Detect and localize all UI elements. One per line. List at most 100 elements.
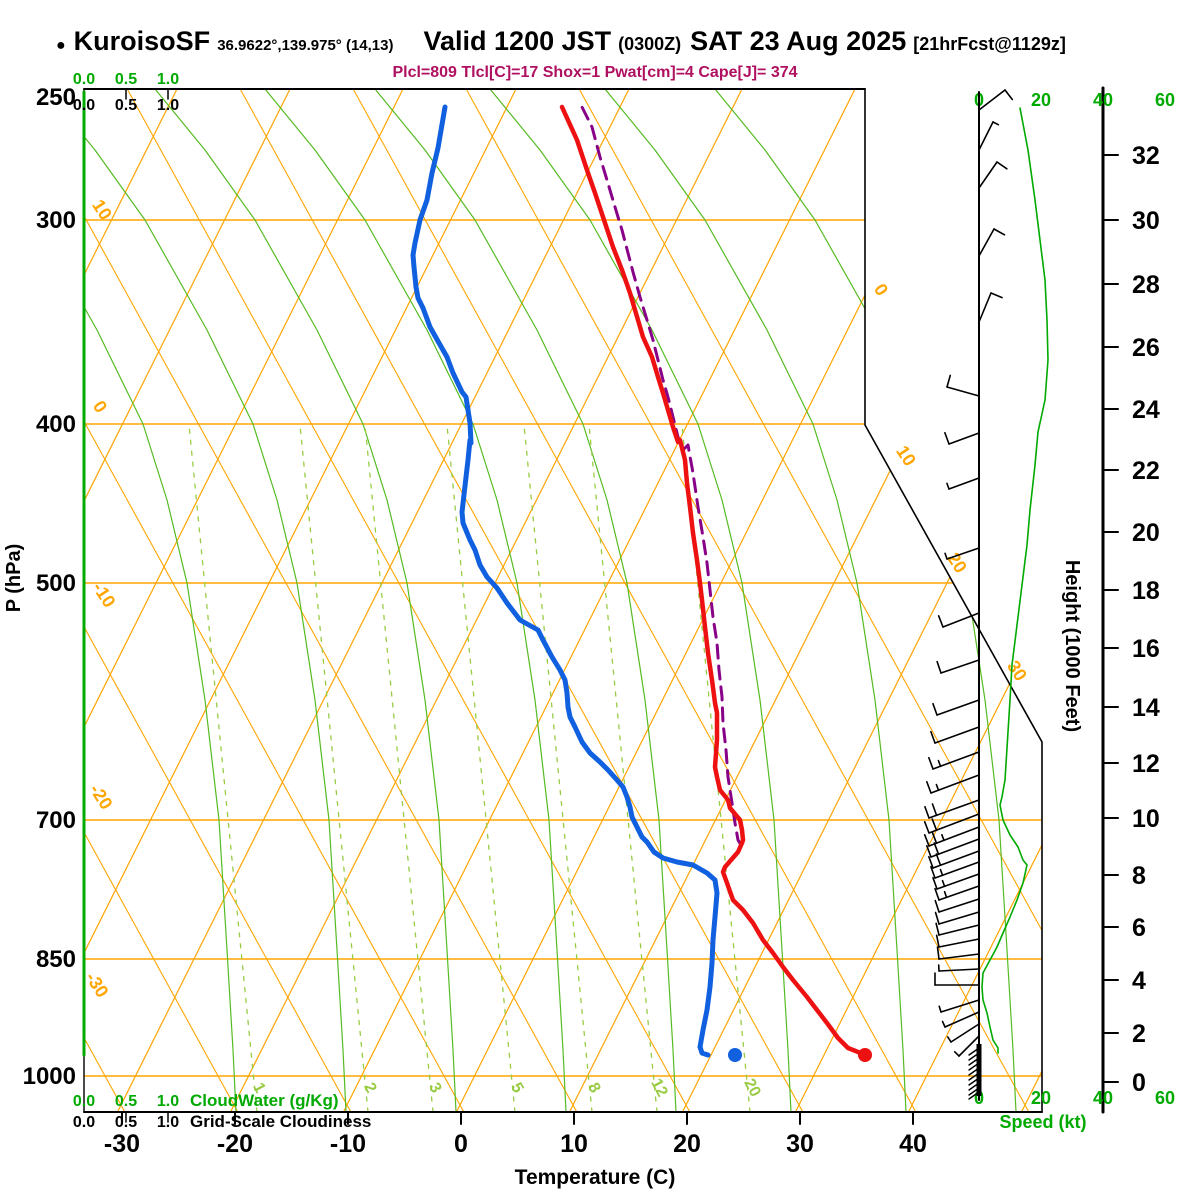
speed-scale-top: 20 (1031, 90, 1051, 110)
mixing-ratio-label: 5 (507, 1080, 526, 1096)
temperature-tick-label: 0 (454, 1130, 468, 1158)
isotherm-line (116, 89, 630, 1112)
height-tick-label: 14 (1132, 694, 1160, 722)
wind-barb (944, 1011, 980, 1028)
wind-barb-half-feather (935, 783, 940, 791)
isotherm-line (229, 89, 743, 1112)
wind-barb (938, 968, 980, 972)
dry-adiabat-line (84, 89, 239, 1112)
wind-barb-feather (932, 702, 938, 716)
wind-barb-staff-surface (976, 1044, 982, 1096)
moist-adiabat-line (374, 89, 677, 1112)
wind-barb-feather (930, 730, 936, 744)
wind-barb-calm-tick (968, 1047, 980, 1056)
wind-barb-feather (928, 855, 934, 869)
parcel-ascent-curve (580, 105, 743, 847)
height-tick-label: 18 (1132, 577, 1160, 605)
height-tick-label: 24 (1132, 396, 1160, 424)
wind-barb-feather (923, 833, 930, 847)
pressure-tick-label: 1000 (23, 1063, 76, 1090)
cloudiness-scale-top: 0.5 (115, 97, 137, 114)
height-tick-label: 28 (1132, 271, 1160, 299)
wind-barb-half-feather (992, 121, 1000, 126)
wind-barb (978, 161, 998, 189)
wind-barb-feather (935, 922, 940, 936)
wind-barb-feather (930, 865, 936, 879)
wind-barb-feather (923, 820, 930, 834)
wind-barb (958, 1035, 980, 1057)
wind-barb-feather (931, 803, 938, 817)
wind-barb (978, 292, 992, 323)
mixing-ratio-label: 20 (740, 1076, 763, 1100)
mixing-ratio-label: 12 (647, 1076, 670, 1100)
wind-barb-feather (925, 780, 932, 794)
pressure-tick-label: 500 (36, 570, 76, 597)
isotherm-line (84, 89, 517, 1112)
dewpoint-curve (410, 104, 720, 1058)
wind-barb-half-feather (939, 868, 944, 877)
speed-axis-title: Speed (kt) (999, 1112, 1086, 1132)
pressure-tick-label: 250 (36, 84, 76, 111)
cloudiness-scale-bottom: 0.0 (73, 1114, 95, 1131)
temperature-tick-label: -20 (217, 1130, 253, 1158)
moist-adiabat-line (264, 89, 567, 1112)
wind-barb-half-feather (938, 1005, 942, 1013)
wind-barb (928, 813, 980, 834)
cloudwater-scale-top: 0.5 (115, 71, 137, 88)
isotherm-label: 0 (870, 280, 892, 299)
wind-barb (950, 1023, 980, 1043)
cloudiness-scale-top: 1.0 (157, 97, 179, 114)
wind-barb-feather (935, 853, 942, 867)
temperature-tick-label: 30 (786, 1130, 814, 1158)
wind-barb-calm-tick (968, 1091, 980, 1100)
isotherm-line (84, 89, 404, 1112)
mixing-ratio-line (299, 423, 369, 1112)
temperature-tick-label: 40 (899, 1130, 927, 1158)
wind-barb-calm-tick (968, 1077, 980, 1086)
wind-barb-half-feather (941, 1020, 946, 1028)
pressure-tick-label: 300 (36, 207, 76, 234)
wind-speed-profile (981, 107, 1049, 1054)
wind-barb-feather (925, 844, 932, 858)
stability-indices: Plcl=809 Tlcl[C]=17 Shox=1 Pwat[cm]=4 Ca… (392, 64, 798, 81)
height-tick-label: 32 (1132, 142, 1160, 170)
wind-barb (938, 885, 980, 901)
speed-scale-bottom: 20 (1031, 1088, 1051, 1108)
wind-barb (938, 911, 980, 925)
isotherm-line (794, 89, 1042, 1112)
mixing-ratio-line (188, 423, 258, 1112)
wind-barb (978, 89, 1006, 111)
station-marker-icon: ● (56, 37, 66, 54)
wind-barb-feather (931, 818, 938, 831)
isotherm-line (681, 89, 1042, 1112)
wind-barb (940, 659, 980, 674)
wind-barb-half-feather (941, 879, 946, 888)
cloudwater-axis-title: CloudWater (g/Kg) (190, 1091, 339, 1110)
station-name: KuroisoSF (73, 26, 211, 56)
dry-adiabat-line (465, 89, 1030, 1112)
mixing-ratio-line (588, 423, 658, 1112)
height-tick-label: 20 (1132, 519, 1160, 547)
wind-barb-feather (936, 660, 942, 674)
wind-barb (938, 953, 980, 960)
height-tick-label: 6 (1132, 914, 1146, 942)
speed-scale-bottom: 60 (1155, 1088, 1175, 1108)
height-tick-label: 16 (1132, 635, 1160, 663)
wind-barb (938, 924, 980, 936)
chart-title: ● KuroisoSF 36.9622°,139.975° (14,13) Va… (56, 26, 1186, 57)
wind-barb-feather (937, 615, 944, 628)
wind-barb (948, 432, 980, 445)
wind-barb (928, 826, 980, 847)
dry-adiabat-line (239, 89, 804, 1112)
wind-barb (936, 699, 980, 716)
wind-barb-feather (931, 831, 938, 844)
height-tick-label: 12 (1132, 750, 1160, 778)
height-tick-label: 4 (1132, 967, 1146, 995)
valid-time-utc: (0300Z) (618, 34, 682, 54)
wind-barb (940, 999, 980, 1013)
pressure-tick-label: 850 (36, 946, 76, 973)
isotherm-line (907, 89, 1042, 1112)
temperature-tick-label: -30 (104, 1130, 140, 1158)
forecast-lead: [21hrFcst@1129z] (913, 34, 1066, 54)
